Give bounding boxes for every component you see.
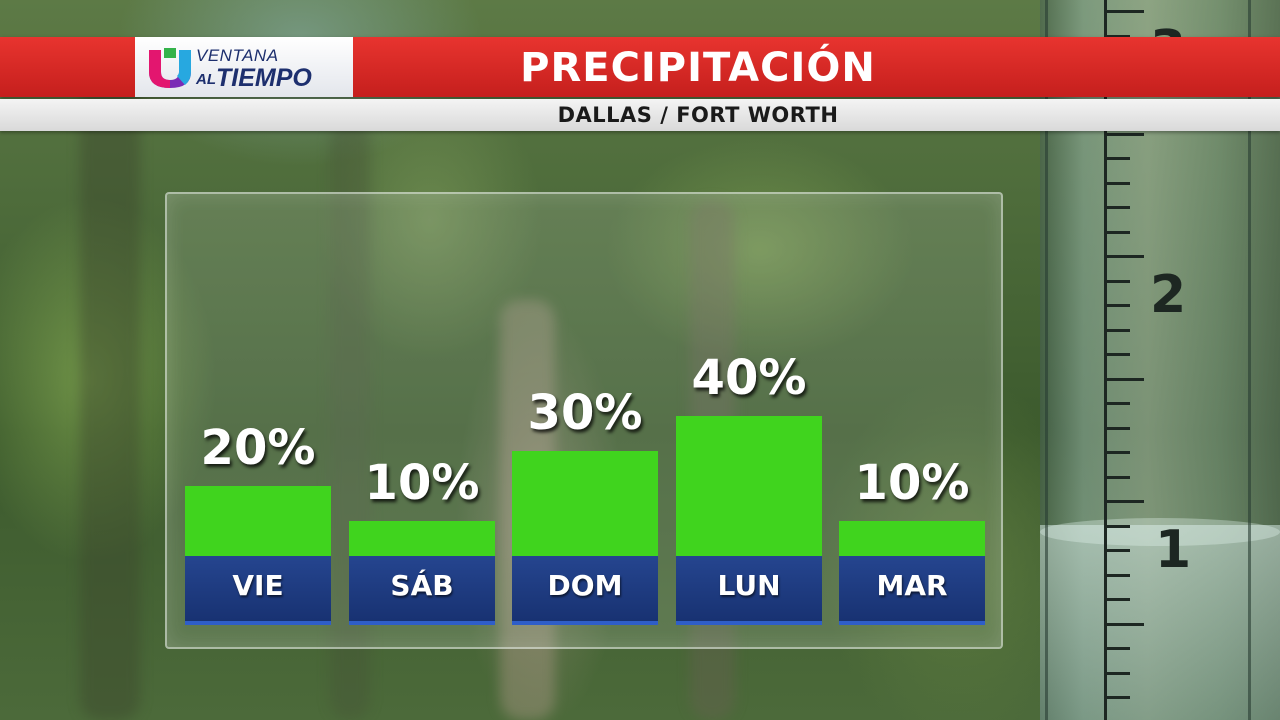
- subtitle-bar: [0, 99, 1280, 131]
- gauge-tick: [1104, 426, 1130, 430]
- gauge-tick: [1104, 500, 1144, 503]
- value-label: 10%: [364, 455, 480, 511]
- gauge-tick: [1104, 475, 1130, 479]
- day-label: DOM: [512, 556, 658, 625]
- gauge-tick: [1104, 304, 1130, 307]
- gauge-tick: [1104, 255, 1144, 258]
- value-label: 20%: [200, 420, 316, 476]
- gauge-tick: [1104, 353, 1130, 356]
- gauge-tick: [1104, 622, 1144, 626]
- day-label: LUN: [676, 556, 822, 625]
- rain-gauge-water: [1040, 525, 1280, 720]
- gauge-number: 1: [1155, 520, 1192, 580]
- gauge-tick: [1104, 157, 1130, 160]
- gauge-tick: [1104, 647, 1130, 650]
- rain-gauge-edge: [1045, 0, 1048, 720]
- gauge-tick: [1104, 402, 1130, 405]
- brand-bottom-text: ALTIEMPO: [196, 64, 312, 93]
- rain-gauge-meniscus: [1040, 518, 1280, 546]
- gauge-tick: [1104, 132, 1144, 136]
- location-subtitle: DALLAS / FORT WORTH: [557, 103, 839, 127]
- gauge-tick: [1104, 696, 1130, 699]
- bar-vie: [185, 486, 331, 556]
- gauge-tick: [1104, 181, 1130, 185]
- brand-tiempo-text: TIEMPO: [216, 64, 312, 92]
- gauge-tick: [1104, 377, 1144, 381]
- gauge-tick: [1104, 671, 1130, 675]
- value-label: 30%: [527, 385, 643, 441]
- day-label: MAR: [839, 556, 985, 625]
- gauge-tick: [1104, 230, 1130, 234]
- gauge-tick: [1104, 328, 1130, 332]
- bar-sáb: [349, 521, 495, 556]
- brand-top-text: VENTANA: [196, 46, 279, 65]
- gauge-tick: [1104, 549, 1130, 552]
- rain-gauge-scale: [1104, 0, 1107, 720]
- gauge-tick: [1104, 279, 1130, 283]
- gauge-tick: [1104, 573, 1130, 577]
- bar-lun: [676, 416, 822, 556]
- gauge-tick: [1104, 451, 1130, 454]
- gauge-tick: [1104, 524, 1130, 528]
- day-label: SÁB: [349, 556, 495, 625]
- gauge-tick: [1104, 598, 1130, 601]
- value-label: 10%: [854, 455, 970, 511]
- gauge-tick: [1104, 34, 1130, 38]
- rain-gauge-edge: [1248, 0, 1251, 720]
- page-title: PRECIPITACIÓN: [520, 45, 876, 91]
- value-label: 40%: [691, 350, 807, 406]
- gauge-tick: [1104, 206, 1130, 209]
- bar-mar: [839, 521, 985, 556]
- brand-al-text: AL: [196, 71, 216, 88]
- day-label: VIE: [185, 556, 331, 625]
- univision-logo-icon: [149, 48, 191, 88]
- gauge-number: 2: [1150, 265, 1187, 325]
- bar-dom: [512, 451, 658, 556]
- gauge-tick: [1104, 10, 1144, 13]
